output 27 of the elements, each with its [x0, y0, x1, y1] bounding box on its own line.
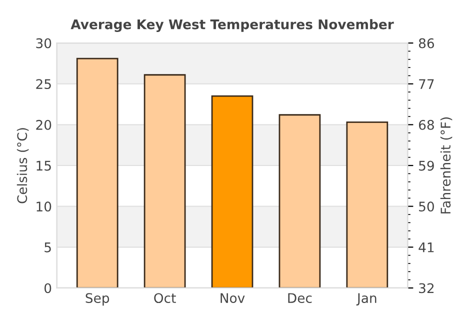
y2-tick-label: 77	[419, 79, 434, 89]
chart-title: Average Key West Temperatures November	[70, 19, 394, 32]
x-tick-label: Dec	[288, 293, 312, 304]
y2-tick-label: 86	[418, 38, 434, 48]
bar	[346, 122, 388, 288]
bar	[211, 95, 254, 288]
x-tick-label: Jan	[356, 293, 376, 306]
y2-axis-title: Fahrenheit (°F)	[440, 117, 452, 214]
y2-tick-label: 68	[418, 120, 434, 130]
y-tick-label: 25	[36, 79, 51, 90]
x-tick-label: Sep	[86, 293, 110, 306]
y-tick-label: 0	[44, 283, 52, 294]
y-tick-label: 10	[36, 202, 52, 212]
y-tick-label: 20	[36, 120, 52, 130]
x-tick-label: Oct	[154, 293, 176, 304]
bar	[144, 74, 186, 288]
x-tick-label: Nov	[220, 293, 245, 304]
y-tick-label: 15	[36, 160, 51, 171]
y2-tick-label: 59	[419, 160, 434, 171]
y2-tick-label: 41	[418, 242, 434, 252]
y2-tick-label: 50	[419, 202, 434, 212]
bar	[278, 114, 321, 288]
y-tick-label: 5	[44, 242, 51, 252]
bar	[76, 58, 118, 288]
y-axis-title: Celsius (°C)	[16, 128, 29, 204]
y-tick-label: 30	[36, 38, 52, 48]
y2-tick-label: 32	[419, 283, 434, 294]
